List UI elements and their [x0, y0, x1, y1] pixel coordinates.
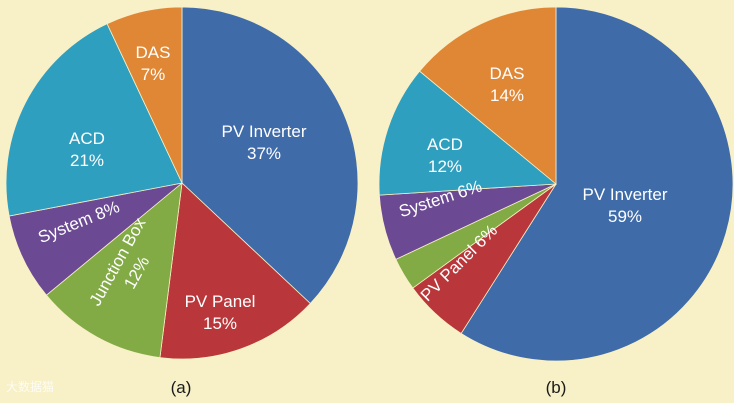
- pie-a-label-das: DAS 7%: [136, 43, 171, 84]
- pie-b-label-das: DAS 14%: [490, 64, 525, 105]
- pie-chart-b: PV Inverter 59%PV Panel 6%System 6%ACD 12%…: [378, 6, 734, 362]
- pie-b-label-acd: ACD 12%: [427, 135, 463, 176]
- pie-a-slice-das: [106, 6, 183, 184]
- pie-a-label-acd: ACD 21%: [69, 129, 105, 170]
- pie-b-label-pv-inverter: PV Inverter 59%: [582, 185, 667, 226]
- pie-b-slice-acd: [378, 70, 558, 196]
- pie-a-label-pv-inverter: PV Inverter 37%: [221, 122, 306, 163]
- pie-chart-a: PV Inverter 37%PV Panel 15%Junction Box12%…: [5, 6, 359, 360]
- chart-caption-a: (a): [171, 378, 192, 397]
- pie-a-slice-pv-inverter: [181, 6, 359, 305]
- pie-a-label-pv-panel: PV Panel 15%: [185, 292, 256, 333]
- pie-b-slice-das: [419, 6, 557, 185]
- watermark-text: 大数据猫: [6, 379, 54, 394]
- pie-a-slice-acd: [5, 23, 183, 217]
- pie-a-slice-junction-box: [45, 182, 183, 359]
- pie-a-slice-system: [8, 182, 183, 296]
- chart-caption-b: (b): [546, 378, 567, 397]
- pie-a-slice-pv-panel: [159, 182, 311, 360]
- pie-b-slice-pv-inverter: [460, 6, 734, 362]
